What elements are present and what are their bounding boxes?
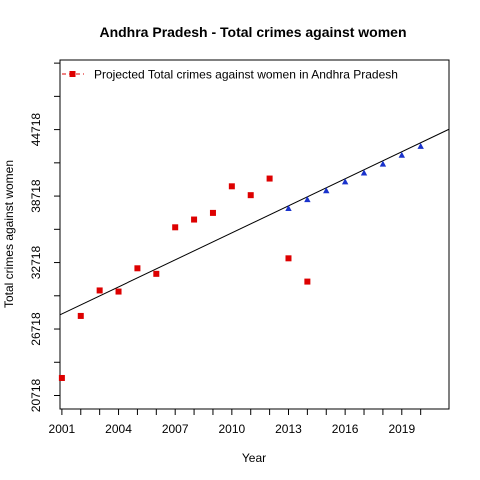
legend-marker	[69, 71, 76, 77]
data-point	[304, 278, 311, 285]
projected-point	[323, 187, 330, 194]
projected-point	[341, 178, 349, 185]
data-point	[228, 183, 235, 190]
projected-point	[304, 196, 311, 203]
data-point	[58, 374, 65, 381]
x-tick-label: 2004	[105, 422, 132, 436]
y-tick-label: 44718	[29, 113, 43, 147]
data-points	[58, 142, 424, 381]
x-tick-label: 2007	[162, 422, 189, 436]
projected-point	[417, 142, 424, 149]
y-axis-label: Total crimes against women	[2, 160, 16, 308]
x-axis: 2001 2004 2007 2010 2013 2016 2019	[49, 409, 422, 436]
y-tick-label: 32718	[29, 246, 43, 280]
projected-point	[398, 151, 405, 158]
x-tick-label: 2016	[332, 422, 359, 436]
x-tick-label: 2010	[218, 422, 245, 436]
data-point	[153, 270, 160, 277]
data-point	[247, 192, 254, 199]
legend: Projected Total crimes against women in …	[62, 68, 398, 82]
data-point	[191, 216, 198, 223]
plot-frame	[59, 59, 450, 410]
trend-line-group	[59, 128, 450, 316]
y-axis: 20718 26718 32718 38718 44718	[29, 62, 60, 412]
chart-title: Andhra Pradesh - Total crimes against wo…	[99, 24, 406, 40]
y-tick-label: 38718	[29, 179, 43, 213]
data-point	[172, 224, 179, 231]
data-point	[209, 209, 216, 216]
projected-point	[285, 204, 292, 211]
data-point	[96, 287, 103, 294]
data-point	[134, 265, 141, 272]
data-point	[77, 312, 84, 319]
projected-point	[360, 169, 368, 176]
trend-line	[59, 128, 450, 316]
legend-label: Projected Total crimes against women in …	[94, 68, 398, 82]
data-point	[285, 255, 292, 262]
projected-point	[379, 160, 387, 167]
x-tick-label: 2013	[275, 422, 302, 436]
data-point	[115, 288, 122, 295]
y-tick-label: 20718	[29, 378, 43, 412]
x-axis-label: Year	[242, 451, 266, 465]
x-tick-label: 2019	[388, 422, 415, 436]
y-tick-label: 26718	[29, 312, 43, 346]
x-tick-label: 2001	[49, 422, 76, 436]
data-point	[266, 175, 273, 182]
